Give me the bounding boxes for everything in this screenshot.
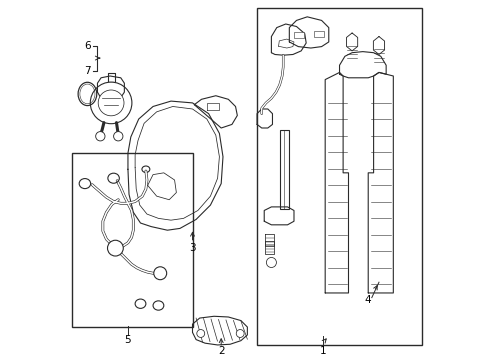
- Polygon shape: [97, 76, 124, 99]
- Circle shape: [96, 132, 105, 141]
- Text: 6: 6: [84, 41, 91, 50]
- Text: 4: 4: [364, 295, 371, 305]
- Text: 5: 5: [124, 334, 131, 345]
- Polygon shape: [339, 51, 386, 78]
- Circle shape: [98, 90, 124, 116]
- Polygon shape: [192, 316, 247, 345]
- Bar: [257, 8, 421, 345]
- Circle shape: [196, 329, 204, 337]
- Polygon shape: [346, 33, 357, 51]
- Text: 2: 2: [218, 346, 224, 356]
- Polygon shape: [128, 101, 223, 230]
- Bar: [279, 130, 288, 209]
- Polygon shape: [367, 72, 392, 293]
- Text: 3: 3: [189, 243, 195, 253]
- Bar: [72, 153, 192, 327]
- Polygon shape: [257, 109, 272, 128]
- Polygon shape: [373, 37, 384, 54]
- Circle shape: [153, 267, 166, 280]
- Text: 1: 1: [320, 346, 326, 356]
- Polygon shape: [325, 72, 348, 293]
- Text: 7: 7: [84, 66, 91, 76]
- Circle shape: [90, 82, 132, 124]
- Circle shape: [113, 132, 122, 141]
- Polygon shape: [194, 96, 237, 128]
- Polygon shape: [271, 24, 305, 55]
- Circle shape: [266, 257, 276, 267]
- Bar: [314, 31, 324, 37]
- Bar: [293, 32, 304, 39]
- Circle shape: [107, 240, 123, 256]
- Circle shape: [236, 329, 244, 337]
- Polygon shape: [289, 17, 328, 48]
- Polygon shape: [107, 73, 115, 82]
- Polygon shape: [264, 207, 293, 225]
